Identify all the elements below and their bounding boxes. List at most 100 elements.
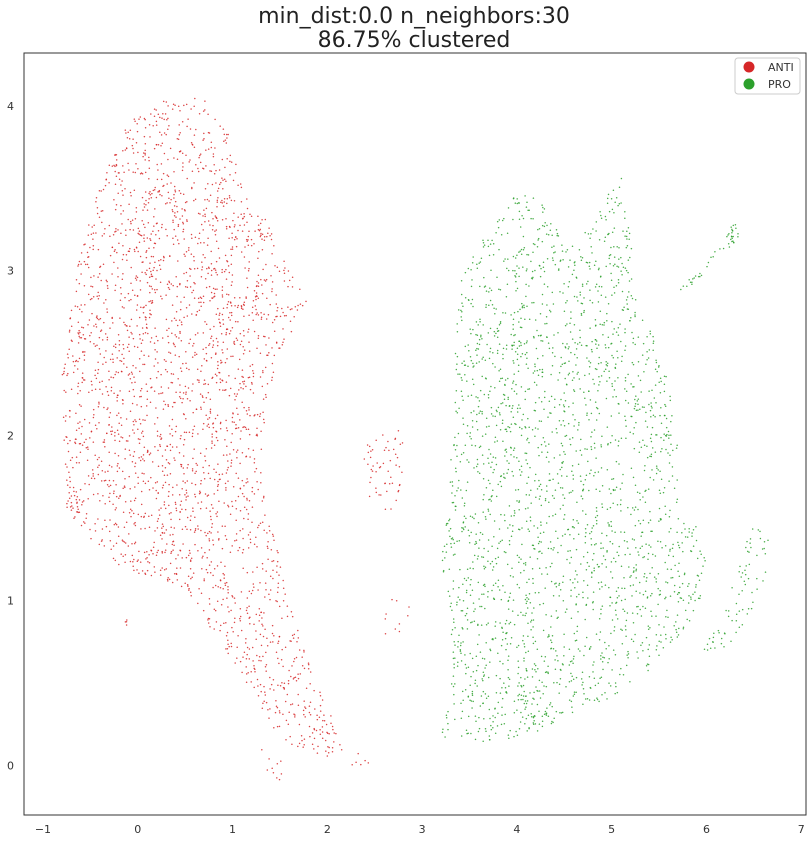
point-anti	[255, 292, 258, 294]
point-pro	[486, 343, 488, 346]
point-pro	[658, 364, 660, 367]
point-anti	[293, 633, 296, 636]
point-anti	[209, 300, 211, 302]
point-anti	[208, 416, 211, 419]
point-anti	[264, 628, 266, 631]
point-pro	[658, 623, 660, 626]
point-pro	[659, 414, 661, 417]
point-pro	[449, 481, 452, 483]
point-pro	[513, 344, 515, 347]
point-anti	[185, 367, 188, 370]
point-anti	[156, 416, 159, 419]
point-anti	[82, 333, 85, 336]
point-anti	[112, 376, 115, 379]
point-anti	[134, 486, 136, 488]
point-anti	[239, 382, 241, 385]
point-pro	[537, 667, 539, 670]
point-anti	[124, 229, 127, 231]
point-pro	[533, 547, 535, 550]
point-pro	[699, 550, 701, 552]
point-anti	[172, 284, 174, 287]
point-anti	[220, 561, 222, 563]
point-pro	[527, 622, 529, 624]
point-anti	[193, 134, 196, 136]
point-anti	[234, 224, 236, 226]
point-pro	[455, 410, 457, 412]
point-pro	[560, 398, 562, 401]
point-anti	[218, 314, 221, 316]
point-anti	[215, 621, 218, 623]
point-anti	[205, 346, 207, 349]
point-pro	[570, 595, 572, 597]
point-anti	[262, 418, 265, 421]
point-anti	[133, 118, 136, 120]
point-anti	[247, 547, 250, 549]
point-anti	[220, 201, 222, 204]
point-anti	[269, 598, 271, 601]
point-pro	[589, 268, 591, 270]
point-anti	[255, 285, 258, 288]
point-pro	[538, 540, 541, 543]
point-pro	[492, 720, 494, 723]
point-pro	[650, 530, 652, 533]
point-pro	[593, 552, 595, 555]
point-pro	[622, 266, 625, 268]
point-pro	[473, 620, 476, 623]
point-pro	[470, 269, 472, 271]
point-anti	[127, 292, 130, 295]
point-pro	[667, 616, 669, 618]
point-anti	[134, 524, 137, 527]
point-pro	[634, 343, 636, 346]
point-anti	[104, 479, 107, 482]
point-anti	[176, 484, 178, 486]
point-pro	[581, 285, 584, 287]
point-anti	[168, 351, 170, 354]
point-anti	[227, 592, 229, 594]
point-pro	[550, 223, 552, 225]
point-anti	[183, 208, 186, 211]
point-pro	[569, 443, 572, 446]
point-pro	[654, 368, 657, 370]
point-anti	[134, 277, 137, 280]
point-anti	[189, 128, 192, 130]
point-anti	[112, 358, 114, 361]
point-anti	[267, 547, 269, 550]
point-anti	[263, 235, 266, 238]
point-anti	[386, 490, 388, 493]
point-anti	[197, 602, 199, 605]
point-pro	[454, 401, 457, 404]
point-pro	[515, 383, 517, 386]
point-anti	[192, 572, 195, 574]
point-pro	[501, 422, 504, 425]
point-anti	[177, 260, 179, 262]
point-pro	[543, 225, 546, 228]
point-anti	[128, 343, 130, 346]
point-pro	[492, 566, 495, 568]
point-pro	[518, 210, 521, 213]
point-pro	[635, 568, 638, 570]
point-pro	[488, 425, 490, 428]
point-anti	[236, 657, 238, 659]
point-pro	[459, 649, 462, 651]
point-pro	[526, 351, 528, 354]
point-pro	[626, 541, 628, 543]
point-anti	[133, 432, 135, 434]
point-pro	[556, 654, 558, 657]
point-pro	[462, 451, 465, 454]
point-pro	[532, 577, 534, 580]
point-anti	[171, 435, 174, 437]
point-anti	[207, 237, 209, 239]
point-pro	[658, 381, 660, 383]
point-anti	[205, 568, 208, 571]
point-anti	[166, 283, 169, 285]
point-anti	[281, 648, 283, 651]
point-anti	[103, 480, 106, 482]
point-pro	[606, 551, 608, 553]
point-anti	[194, 236, 197, 238]
point-anti	[265, 589, 267, 591]
point-pro	[467, 666, 470, 669]
point-anti	[74, 364, 76, 367]
point-anti	[256, 545, 258, 548]
point-anti	[250, 670, 252, 673]
point-pro	[566, 343, 568, 345]
